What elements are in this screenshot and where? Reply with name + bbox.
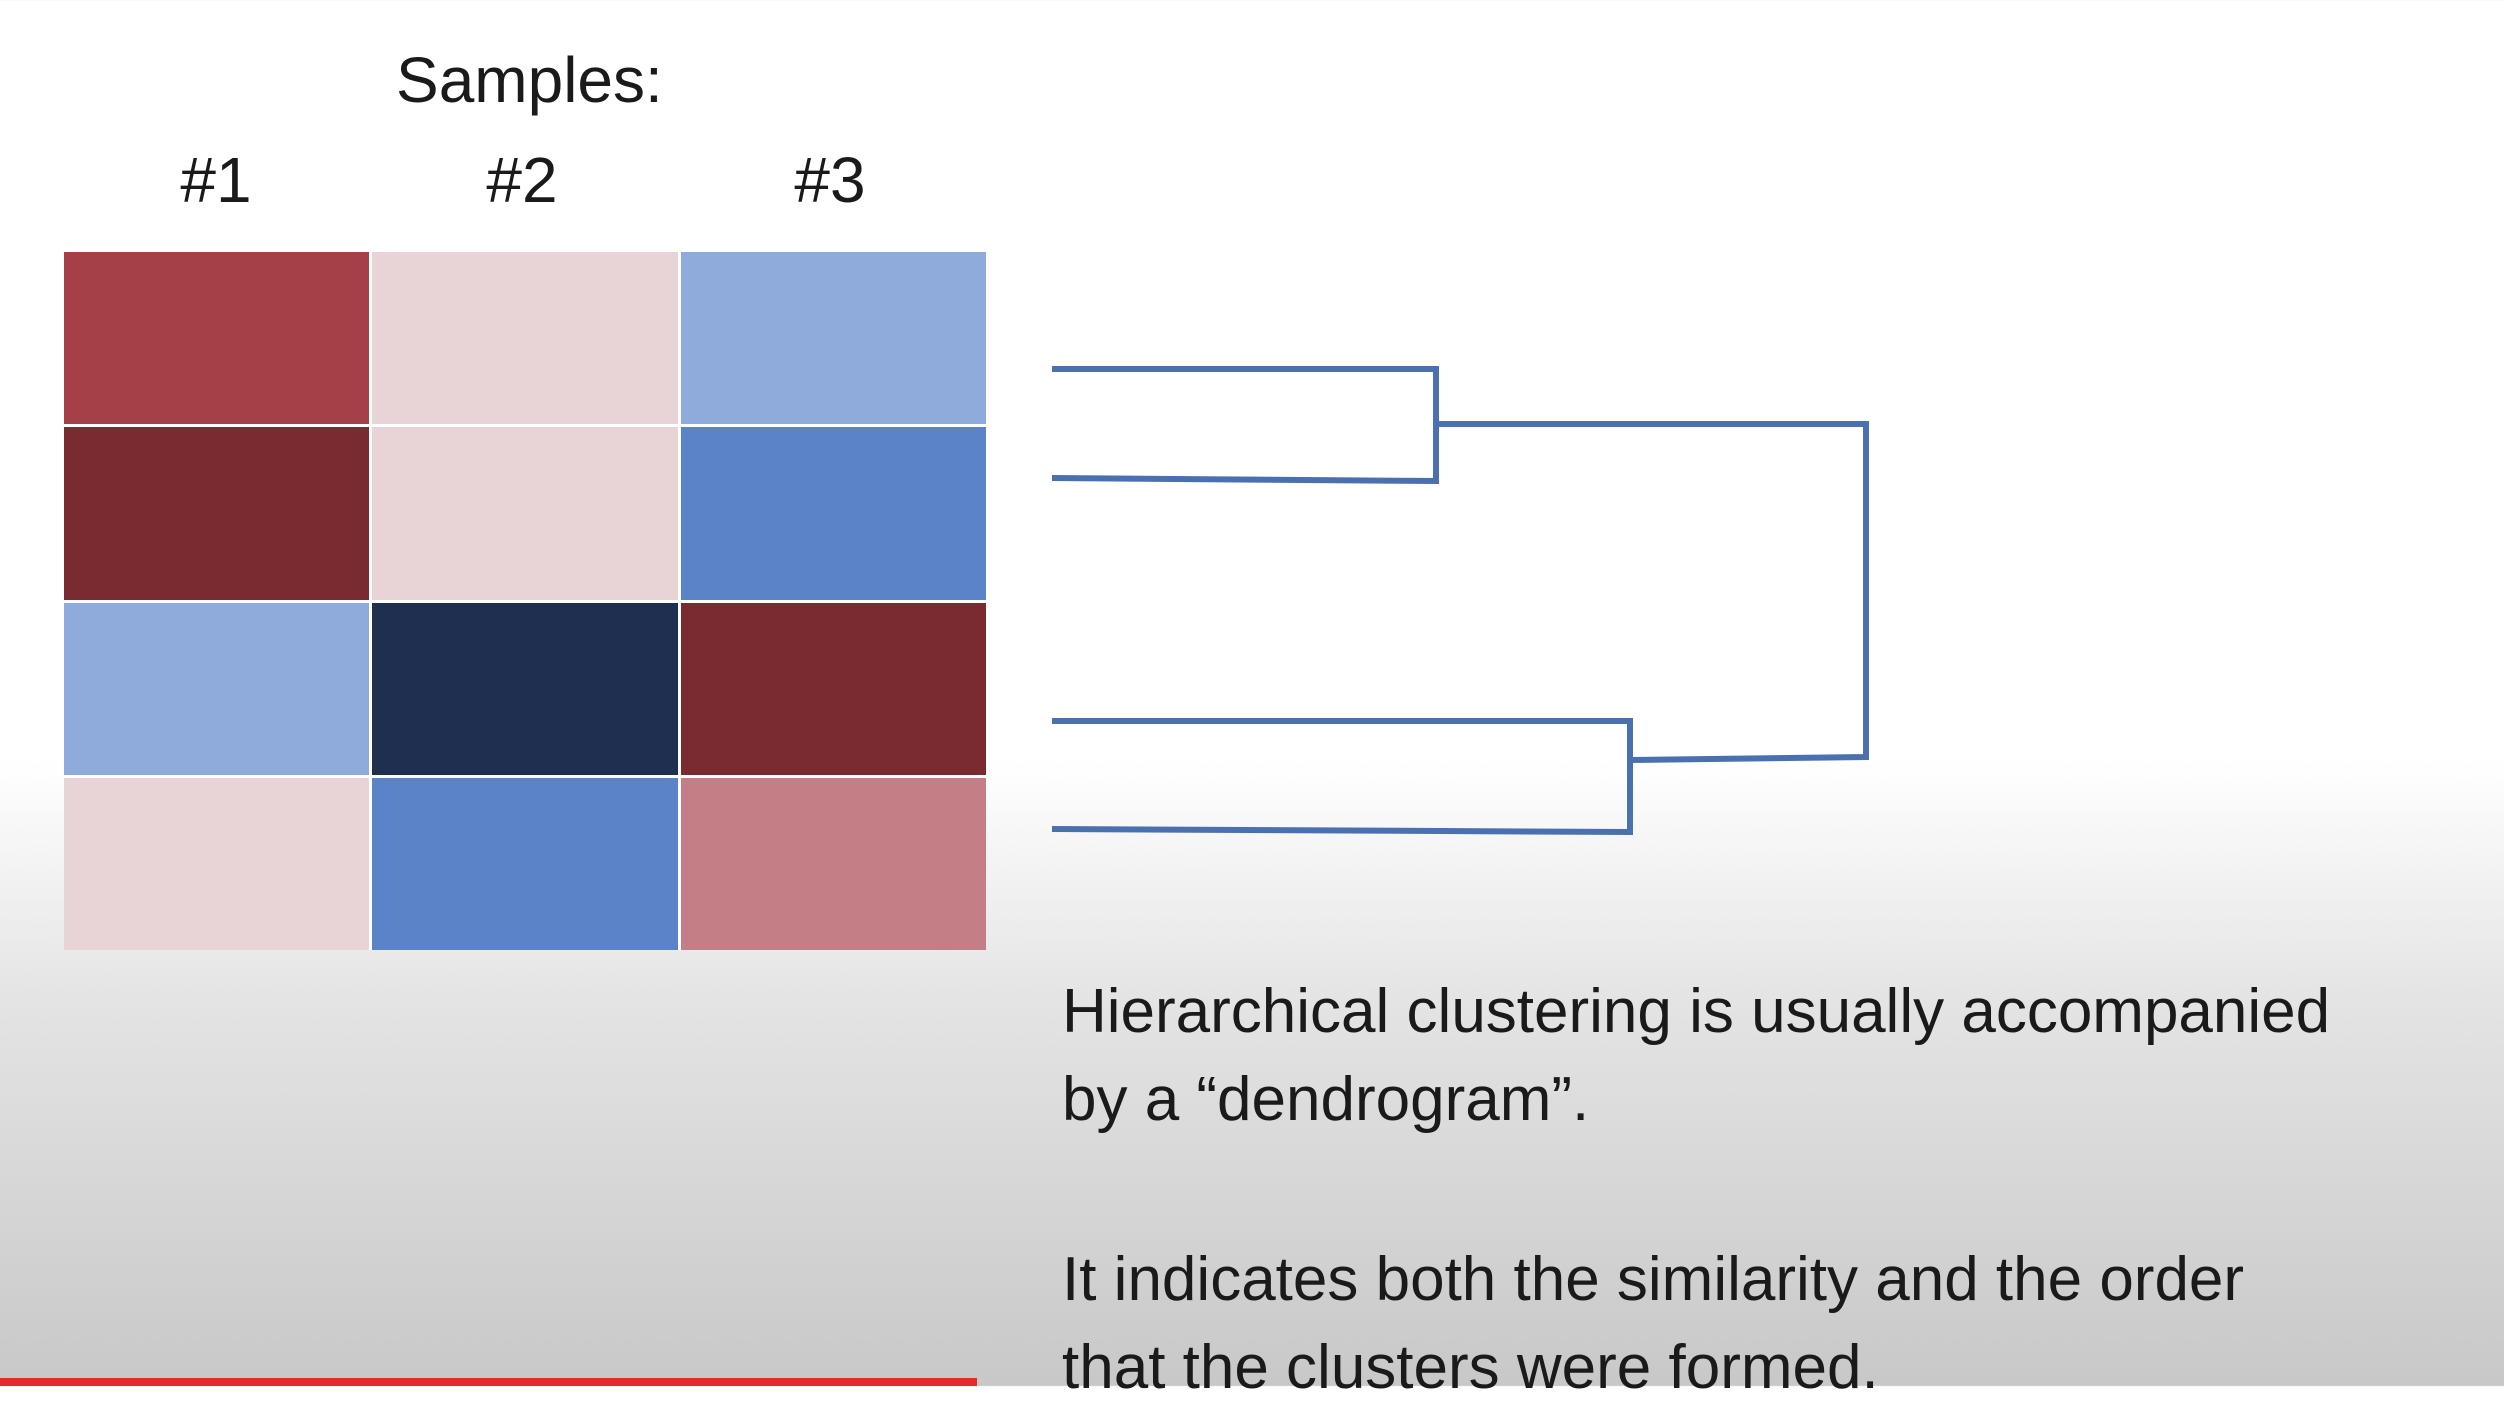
- heatmap: [64, 252, 986, 950]
- heatmap-cell-r1-c1: [64, 252, 370, 425]
- heatmap-cell-r3-c2: [372, 602, 678, 775]
- caption-paragraph-1: Hierarchical clustering is usually accom…: [1062, 968, 2330, 1144]
- caption-line-2: by a “dendrogram”.: [1062, 1065, 1590, 1134]
- video-progress-bar[interactable]: [0, 1378, 977, 1386]
- dendrogram-branch-genes-1-2: [1051, 366, 1439, 485]
- dendrogram-branch-genes-3-4: [1051, 718, 1633, 836]
- heatmap-cell-r4-c2: [372, 777, 678, 950]
- caption-line-1: Hierarchical clustering is usually accom…: [1062, 977, 2331, 1046]
- column-label-sample-1: #1: [180, 144, 252, 216]
- dendrogram-branch-root: [1436, 421, 1869, 763]
- heatmap-cell-r2-c2: [372, 427, 678, 600]
- heatmap-cell-r4-c3: [680, 777, 986, 950]
- heatmap-cell-r1-c3: [680, 252, 986, 425]
- heatmap-cell-r2-c1: [64, 427, 370, 600]
- heatmap-cell-r4-c1: [64, 777, 370, 950]
- heatmap-cell-r2-c3: [680, 427, 986, 600]
- column-label-sample-2: #2: [486, 144, 558, 216]
- heatmap-cell-r3-c1: [64, 602, 370, 775]
- heatmap-cell-r1-c2: [372, 252, 678, 425]
- column-label-sample-3: #3: [794, 144, 866, 216]
- samples-heading: Samples:: [396, 44, 663, 116]
- caption-line-4: that the clusters were formed.: [1062, 1333, 1879, 1402]
- heatmap-cell-r3-c3: [680, 602, 986, 775]
- caption-line-3: It indicates both the similarity and the…: [1062, 1245, 2245, 1314]
